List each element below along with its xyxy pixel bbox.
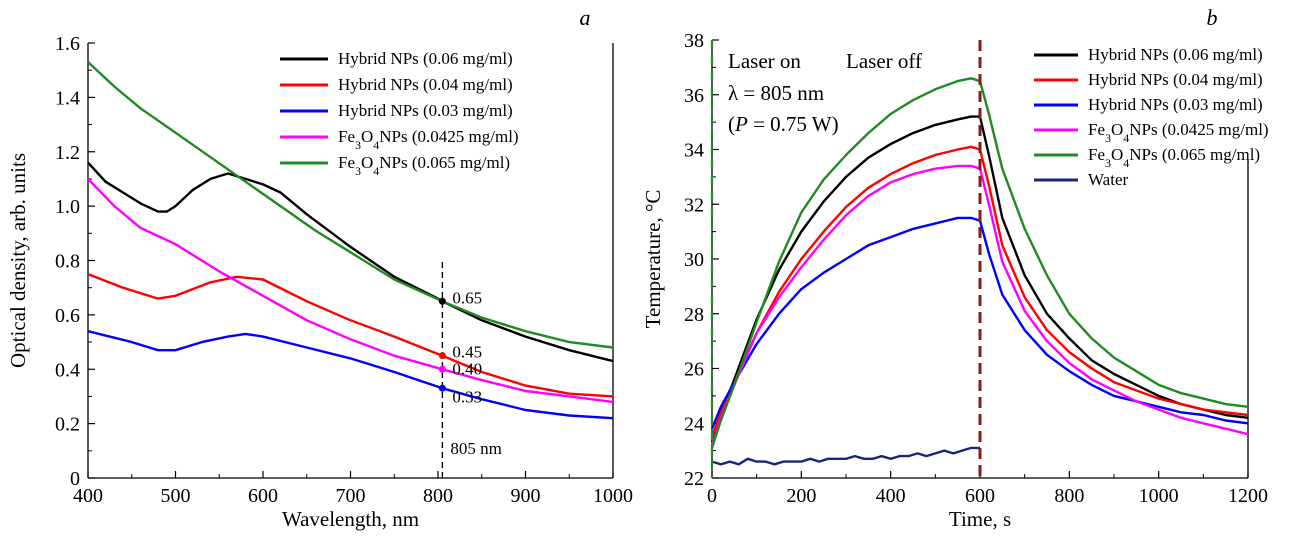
y-tick-label: 1.4 xyxy=(55,87,80,109)
legend-label: Fe3O4NPs (0.0425 mg/ml) xyxy=(1088,120,1269,145)
y-tick-label: 28 xyxy=(684,304,704,326)
legend-label: Hybrid NPs (0.04 mg/ml) xyxy=(338,75,513,94)
x-tick-label: 700 xyxy=(336,485,366,507)
legend-label: Fe3O4NPs (0.065 mg/ml) xyxy=(1088,145,1260,170)
y-tick-label: 38 xyxy=(684,30,704,52)
legend-label: Hybrid NPs (0.03 mg/ml) xyxy=(338,101,513,120)
x-tick-label: 400 xyxy=(73,485,103,507)
y-tick-label: 30 xyxy=(684,249,704,271)
x-tick-label: 500 xyxy=(161,485,191,507)
x-axis-label: Wavelength, nm xyxy=(282,507,419,531)
laser-on-label: Laser on xyxy=(728,49,801,73)
legend-label: Water xyxy=(1088,170,1128,189)
x-tick-label: 400 xyxy=(876,485,906,507)
wavelength-label: λ = 805 nm xyxy=(728,81,824,105)
series-line xyxy=(87,330,614,420)
series-line xyxy=(710,216,1249,430)
y-tick-label: 0.8 xyxy=(55,251,80,273)
x-tick-label: 800 xyxy=(1054,485,1084,507)
legend-label: Hybrid NPs (0.06 mg/ml) xyxy=(1088,45,1263,64)
y-tick-label: 1.6 xyxy=(55,33,80,55)
legend-label: Fe3O4NPs (0.0425 mg/ml) xyxy=(338,127,519,152)
chart-panel-a: 400 500 600 700 800 900 1000 0 0.2 0.4 0.6 0.8 1.0 1.… xyxy=(6,5,633,531)
point-marker xyxy=(438,384,446,392)
y-tick-label: 36 xyxy=(684,85,704,107)
y-tick-label: 0.2 xyxy=(55,414,80,436)
y-tick-label: 0.4 xyxy=(55,359,80,381)
y-axis-label: Temperature, °C xyxy=(641,190,665,329)
point-value-label: 0.65 xyxy=(452,288,482,307)
point-marker xyxy=(438,297,446,305)
series-line xyxy=(711,446,980,466)
x-tick-label: 0 xyxy=(707,485,717,507)
point-value-label: 0.40 xyxy=(452,359,482,378)
panel-label: a xyxy=(580,5,591,30)
power-label: (P = 0.75 W) xyxy=(728,112,839,136)
series-line xyxy=(710,115,1249,443)
x-tick-label: 1000 xyxy=(593,485,633,507)
x-tick-label: 600 xyxy=(965,485,995,507)
x-tick-label: 1000 xyxy=(1139,485,1179,507)
series-line xyxy=(87,161,614,363)
y-tick-label: 1.0 xyxy=(55,196,80,218)
y-tick-label: 24 xyxy=(684,413,704,435)
y-tick-label: 1.2 xyxy=(55,142,80,164)
laser-off-label: Laser off xyxy=(846,49,922,73)
legend-label: Hybrid NPs (0.03 mg/ml) xyxy=(1088,95,1263,114)
x-axis-label: Time, s xyxy=(949,507,1011,531)
y-tick-label: 34 xyxy=(684,140,704,162)
series-line xyxy=(710,145,1249,438)
legend-label: Hybrid NPs (0.04 mg/ml) xyxy=(1088,70,1263,89)
series-line xyxy=(710,77,1249,449)
point-value-label: 0.45 xyxy=(452,343,482,362)
point-marker xyxy=(438,365,446,373)
marker-805-label: 805 nm xyxy=(450,439,501,458)
series-line xyxy=(710,164,1249,446)
series-line xyxy=(87,178,614,404)
y-tick-label: 32 xyxy=(684,194,704,216)
legend-label: Fe3O4NPs (0.065 mg/ml) xyxy=(338,153,510,178)
chart-panel-b: 0 200 400 600 800 1000 1200 22 24 26 28 30 32 34 36 38 T… xyxy=(641,5,1269,531)
x-tick-label: 600 xyxy=(248,485,278,507)
series-line xyxy=(87,61,614,349)
point-marker xyxy=(438,352,446,360)
series-line xyxy=(87,272,614,398)
x-tick-label: 900 xyxy=(511,485,541,507)
panel-label: b xyxy=(1207,5,1218,30)
y-tick-label: 22 xyxy=(684,468,704,490)
legend-label: Hybrid NPs (0.06 mg/ml) xyxy=(338,49,513,68)
x-tick-label: 800 xyxy=(423,485,453,507)
y-tick-label: 0.6 xyxy=(55,305,80,327)
point-value-label: 0.33 xyxy=(452,387,482,406)
y-axis-label: Optical density, arb. units xyxy=(6,153,30,368)
x-tick-label: 200 xyxy=(786,485,816,507)
y-tick-label: 0 xyxy=(70,468,80,490)
y-tick-label: 26 xyxy=(684,359,704,381)
x-tick-label: 1200 xyxy=(1228,485,1268,507)
